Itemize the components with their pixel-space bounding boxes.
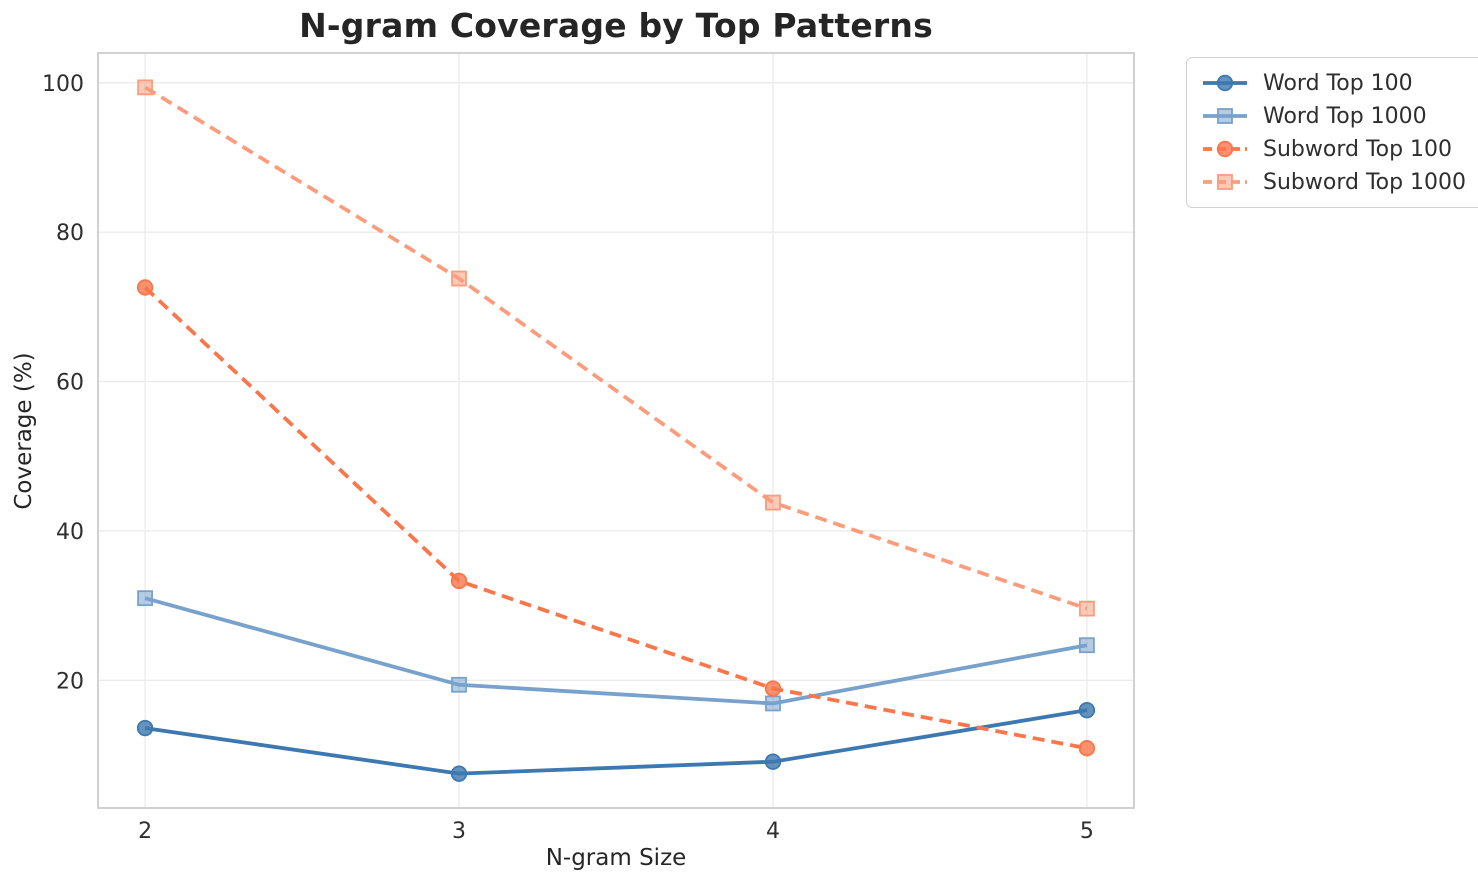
legend-sample-word-top-1000 xyxy=(1203,108,1247,124)
legend-sample-subword-top-1000 xyxy=(1203,174,1247,190)
legend-label-subword-top-100: Subword Top 100 xyxy=(1263,136,1453,162)
data-point-subword-top-100-x3 xyxy=(450,572,468,590)
series-line-subword-top-100 xyxy=(143,286,1088,751)
legend-sample-word-top-100 xyxy=(1203,74,1247,92)
data-point-subword-top-100-x5 xyxy=(1078,740,1096,757)
y-tick-label-80: 80 xyxy=(56,221,84,246)
data-point-word-top-1000-x3 xyxy=(451,676,467,693)
x-tick-label-2: 2 xyxy=(138,819,152,844)
data-point-subword-top-100-x2 xyxy=(136,279,154,296)
y-tick-label-40: 40 xyxy=(56,520,84,545)
data-point-word-top-100-x5 xyxy=(1078,701,1096,719)
data-point-word-top-1000-x4 xyxy=(765,695,781,712)
plot-border xyxy=(97,52,1135,809)
chart-title: N-gram Coverage by Top Patterns xyxy=(299,6,933,45)
legend-label-word-top-100: Word Top 100 xyxy=(1263,70,1413,96)
legend: Word Top 100 Word Top 1000 Subword Top 100… xyxy=(1186,57,1478,208)
y-tick-label-20: 20 xyxy=(56,669,84,694)
x-tick-label-5: 5 xyxy=(1080,819,1094,844)
series-line-word-top-100 xyxy=(144,708,1088,776)
data-point-subword-top-1000-x2 xyxy=(137,79,153,96)
legend-item-word-top-100: Word Top 100 xyxy=(1201,70,1466,96)
y-tick-label-60: 60 xyxy=(56,371,84,396)
x-axis-label: N-gram Size xyxy=(545,845,687,871)
legend-sample-subword-top-100 xyxy=(1203,140,1247,158)
legend-label-subword-top-1000: Subword Top 1000 xyxy=(1263,169,1467,195)
data-point-subword-top-100-x4 xyxy=(764,680,782,697)
series-line-word-top-1000 xyxy=(144,596,1088,706)
legend-label-word-top-1000: Word Top 1000 xyxy=(1263,103,1427,129)
legend-item-subword-top-1000: Subword Top 1000 xyxy=(1201,169,1466,195)
data-point-subword-top-1000-x5 xyxy=(1079,600,1095,617)
data-point-subword-top-1000-x3 xyxy=(451,270,467,287)
data-point-word-top-100-x2 xyxy=(136,719,154,737)
series-line-subword-top-1000 xyxy=(144,85,1088,611)
data-point-word-top-100-x4 xyxy=(764,753,782,770)
y-tick-label-100: 100 xyxy=(42,72,84,97)
data-point-subword-top-1000-x4 xyxy=(765,494,781,511)
x-tick-label-3: 3 xyxy=(452,819,466,844)
data-point-word-top-1000-x5 xyxy=(1079,637,1095,654)
legend-item-word-top-1000: Word Top 1000 xyxy=(1201,103,1466,129)
data-point-word-top-100-x3 xyxy=(450,765,468,782)
legend-item-subword-top-100: Subword Top 100 xyxy=(1201,136,1466,162)
x-tick-label-4: 4 xyxy=(766,819,780,844)
data-point-word-top-1000-x2 xyxy=(137,590,153,607)
